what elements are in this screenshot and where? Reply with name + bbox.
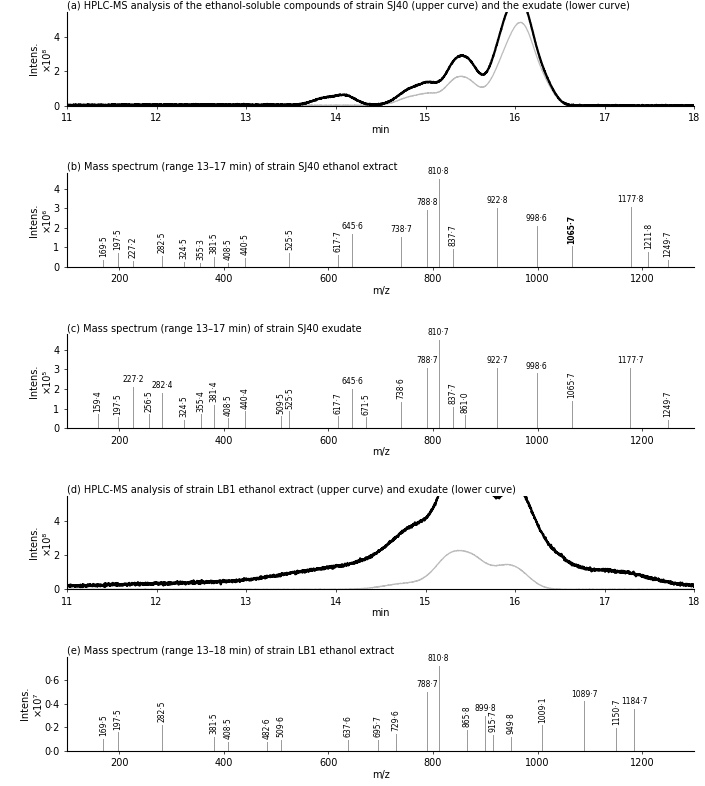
Text: 525·5: 525·5 xyxy=(285,229,294,251)
Text: 1177·8: 1177·8 xyxy=(618,196,644,204)
Text: 617·7: 617·7 xyxy=(333,230,342,252)
Text: 837·7: 837·7 xyxy=(448,382,458,404)
Text: 1065·7: 1065·7 xyxy=(568,215,577,244)
Text: 509·6: 509·6 xyxy=(276,715,286,737)
X-axis label: m/z: m/z xyxy=(372,286,390,296)
Text: 408·5: 408·5 xyxy=(223,394,233,416)
Text: 1065·7: 1065·7 xyxy=(568,371,577,398)
Text: 637·6: 637·6 xyxy=(343,715,352,737)
Text: 915·7: 915·7 xyxy=(489,711,498,732)
Text: 381·5: 381·5 xyxy=(209,713,219,734)
Text: (d) HPLC-MS analysis of strain LB1 ethanol extract (upper curve) and exudate (lo: (d) HPLC-MS analysis of strain LB1 ethan… xyxy=(67,485,516,495)
Text: 1249·7: 1249·7 xyxy=(663,231,673,257)
Text: 408·5: 408·5 xyxy=(223,238,233,259)
Text: 169·5: 169·5 xyxy=(99,236,108,257)
Text: 440·5: 440·5 xyxy=(240,233,250,255)
Text: 788·7: 788·7 xyxy=(416,356,438,365)
Text: 1184·7: 1184·7 xyxy=(621,697,647,707)
Text: 324·5: 324·5 xyxy=(180,395,189,417)
X-axis label: m/z: m/z xyxy=(372,769,390,780)
Text: 408·5: 408·5 xyxy=(223,718,233,739)
Text: 788·7: 788·7 xyxy=(416,680,438,689)
Text: 1177·7: 1177·7 xyxy=(617,356,644,365)
Text: 949·8: 949·8 xyxy=(507,713,516,734)
Text: 355·3: 355·3 xyxy=(196,238,205,260)
Y-axis label: Intens.
×10⁵: Intens. ×10⁵ xyxy=(30,365,51,398)
Text: 865·8: 865·8 xyxy=(463,706,472,727)
Text: 671·5: 671·5 xyxy=(361,393,370,414)
Text: 861·0: 861·0 xyxy=(460,391,470,413)
Text: 91·6: 91·6 xyxy=(0,785,1,786)
Text: 1150·7: 1150·7 xyxy=(612,699,621,725)
Text: 617·7: 617·7 xyxy=(333,392,342,413)
Text: 482·6: 482·6 xyxy=(262,718,271,739)
Text: 227·2: 227·2 xyxy=(129,237,138,258)
Text: 227·2: 227·2 xyxy=(123,375,145,384)
Text: 159·4: 159·4 xyxy=(94,390,102,412)
Text: 525·5: 525·5 xyxy=(285,387,294,409)
Text: 256·5: 256·5 xyxy=(145,390,153,412)
Text: 282·5: 282·5 xyxy=(158,700,167,722)
Text: 169·5: 169·5 xyxy=(99,714,108,736)
Text: 695·7: 695·7 xyxy=(374,715,383,737)
Y-axis label: Intens.
×10⁷: Intens. ×10⁷ xyxy=(20,687,42,721)
Text: 440·4: 440·4 xyxy=(240,387,250,409)
Text: 922·8: 922·8 xyxy=(486,196,508,205)
Text: 899·8: 899·8 xyxy=(474,704,496,713)
Text: (c) Mass spectrum (range 13–17 min) of strain SJ40 exudate: (c) Mass spectrum (range 13–17 min) of s… xyxy=(67,324,362,333)
Y-axis label: Intens.
×10⁶: Intens. ×10⁶ xyxy=(30,204,51,237)
Text: 788·8: 788·8 xyxy=(417,198,438,208)
X-axis label: min: min xyxy=(372,608,390,619)
Text: 738·6: 738·6 xyxy=(396,377,405,399)
Text: 810·7: 810·7 xyxy=(428,329,449,337)
Text: (e) Mass spectrum (range 13–18 min) of strain LB1 ethanol extract: (e) Mass spectrum (range 13–18 min) of s… xyxy=(67,646,394,656)
Text: 324·5: 324·5 xyxy=(180,237,189,259)
Text: 998·6: 998·6 xyxy=(526,214,548,223)
Y-axis label: Intens.
×10⁸: Intens. ×10⁸ xyxy=(30,42,51,75)
Text: 738·7: 738·7 xyxy=(390,225,412,233)
Text: 282·5: 282·5 xyxy=(158,232,167,253)
Text: 197·5: 197·5 xyxy=(114,229,123,251)
Text: 355·4: 355·4 xyxy=(196,390,205,412)
Text: 810·8: 810·8 xyxy=(428,655,449,663)
Text: 729·6: 729·6 xyxy=(392,710,400,732)
Text: 922·7: 922·7 xyxy=(486,356,508,365)
Text: 1249·7: 1249·7 xyxy=(663,391,673,417)
Y-axis label: Intens.
×10⁸: Intens. ×10⁸ xyxy=(30,526,51,559)
Text: 282·4: 282·4 xyxy=(152,381,173,390)
Text: 1009·1: 1009·1 xyxy=(538,696,547,722)
Text: 197·5: 197·5 xyxy=(114,393,123,414)
Text: 810·8: 810·8 xyxy=(428,167,449,176)
Text: 645·6: 645·6 xyxy=(341,377,363,386)
Text: 645·6: 645·6 xyxy=(341,222,363,231)
Text: 381·5: 381·5 xyxy=(209,233,219,255)
Text: 197·5: 197·5 xyxy=(114,708,123,729)
Text: 998·6: 998·6 xyxy=(526,362,548,371)
Text: 381·4: 381·4 xyxy=(209,380,219,402)
Text: (a) HPLC-MS analysis of the ethanol-soluble compounds of strain SJ40 (upper curv: (a) HPLC-MS analysis of the ethanol-solu… xyxy=(67,1,630,11)
X-axis label: min: min xyxy=(372,124,390,134)
Text: 837·7: 837·7 xyxy=(448,225,458,247)
Text: 509·5: 509·5 xyxy=(276,391,286,413)
Text: 1211·8: 1211·8 xyxy=(644,223,653,249)
Text: 1089·7: 1089·7 xyxy=(571,689,598,699)
Text: (b) Mass spectrum (range 13–17 min) of strain SJ40 ethanol extract: (b) Mass spectrum (range 13–17 min) of s… xyxy=(67,162,398,172)
X-axis label: m/z: m/z xyxy=(372,447,390,457)
